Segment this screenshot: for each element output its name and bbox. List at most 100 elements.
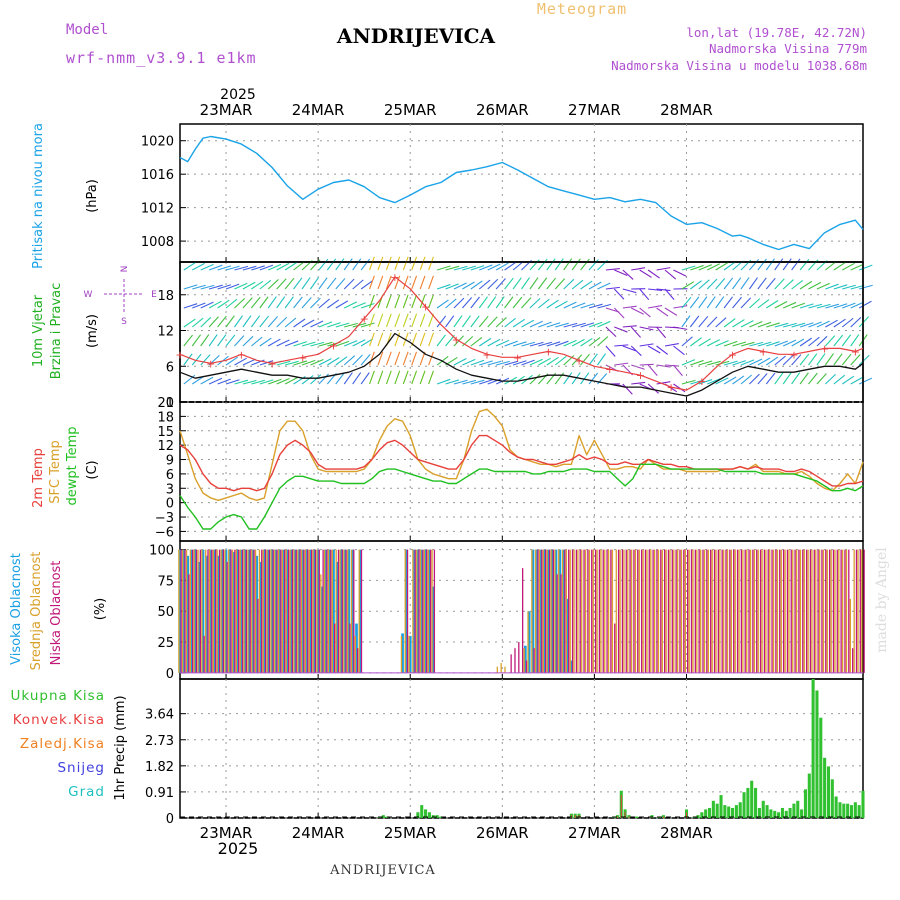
wind-arrow-259 [495,262,509,271]
wind-arrow-231 [462,265,477,271]
model-elevation-label: Nadmorska Visina u modelu 1038.68m [611,58,867,73]
wind-arrow-191 [411,294,418,309]
wind-arrow-96 [293,360,308,366]
wind-arrow-331 [580,303,595,309]
precip-bar-63 [420,805,424,818]
wind-arrow-264 [496,360,510,366]
precip-bar-64 [424,809,428,818]
wind-arrow-245 [479,264,493,271]
precip-bar-178 [861,790,865,818]
ytick-label-wind-3: 18 [157,289,174,304]
cloud-bar-0-47 [358,549,362,673]
wind-arrow-421 [690,280,702,290]
wind-arrow-468 [740,374,753,385]
top-date-24mar: 24MAR [292,101,345,119]
precip-bar-145 [734,805,738,818]
wind-arrow-326 [571,338,585,347]
wind-arrow-7 [192,262,205,271]
wind-arrow-field [183,256,873,395]
cloud-bar-0-21 [259,561,262,673]
cloud-bar-0-66 [431,586,435,673]
wind-arrow-216 [436,378,451,385]
cloud-bar-0-91 [527,611,531,673]
wind-arrow-24 [208,316,219,328]
precip-bar-53 [381,815,385,818]
wind-arrow-441 [715,262,728,271]
wind-arrow-184 [402,294,409,309]
wind-arrow-362 [614,362,629,366]
cloud-series-0 [178,549,573,673]
cloud-bar-0-93 [535,549,539,673]
wind-arrow-443 [715,296,725,309]
wind-arrow-456 [732,277,742,290]
wind-arrow-179 [394,332,401,347]
wind-arrow-547 [842,284,856,290]
wind-arrow-537 [824,353,834,366]
wind-arrow-249 [478,337,492,347]
precip-bar-147 [742,792,746,818]
wind-arrow-540 [833,284,848,290]
wind-arrow-566 [858,377,873,385]
cloud-bar-0-40 [332,549,335,673]
temp-ylabel-2: dewpt Temp [65,426,80,505]
wind-arrow-464 [740,297,752,309]
wind-arrow-561 [859,284,873,290]
wind-arrow-167 [377,370,384,385]
wind-arrow-506 [791,302,805,309]
wind-arrow-113 [318,277,328,290]
cloud-bar-0-90 [523,645,527,673]
wind-arrow-23 [208,300,222,309]
wind-arrow-161 [377,256,384,271]
cloud-bar-0-44 [347,549,351,673]
cloud-bar-0-96 [547,549,550,673]
wind-arrow-490 [774,258,784,271]
wind-arrow-315 [563,258,573,271]
wind-arrow-470 [748,277,758,290]
wind-arrow-35 [225,265,240,271]
cloud-bar-0-101 [566,598,569,673]
wind-arrow-148 [360,280,373,290]
wind-arrow-267 [504,277,514,290]
cloud-bar-0-38 [324,549,328,673]
cloud-bar-0-29 [289,549,293,673]
precip-bar-166 [815,690,819,818]
ytick-label-temperature-7: 15 [157,425,174,440]
wind-arrow-293 [529,374,541,385]
wind-arrow-418 [681,359,696,366]
wind-arrow-28 [217,265,232,271]
wind-arrow-268 [504,296,514,309]
wind-arrow-310 [554,300,568,309]
wind-arrow-107 [310,297,321,309]
wind-arrow-56 [251,265,265,271]
wind-arrow-339 [588,321,603,328]
wind-arrow-447 [715,377,729,385]
cloud-bar-0-95 [543,549,546,673]
precip-bar-164 [807,773,811,818]
wind-arrow-120 [326,277,337,290]
wind-arrow-147 [360,258,371,271]
panels: 23MAR 24MAR 25MAR 26MAR 27MAR 28MAR1008101210… [9,123,873,842]
ytick-label-clouds-2: 50 [157,605,174,620]
precip-bar-157 [780,807,784,818]
wind-arrow-529 [816,335,828,347]
wind-arrow-43 [234,282,248,290]
wind-arrow-149 [360,303,375,309]
wind-arrow-508 [791,338,805,347]
precip-bar-119 [635,816,639,818]
panel-clouds: 0 25 50 75 100 Visoka Oblacnost Srednja Oblacn… [9,540,865,682]
wind-arrow-404 [664,364,680,367]
wind-arrow-243 [470,359,485,366]
ytick-label-precipitation-1: 0.91 [145,786,174,801]
wind-arrow-173 [385,351,392,366]
wind-arrow-9 [192,302,206,309]
wind-arrow-538 [825,373,836,385]
wind-arrow-528 [816,320,830,328]
wind-arrow-336 [588,259,599,271]
wind-arrow-513 [799,303,814,309]
wind-arrow-88 [284,340,299,347]
wind-arrow-12 [191,353,202,366]
wind-arrow-289 [529,297,541,309]
wind-arrow-366 [622,305,637,309]
cloud-bar-0-9 [213,549,216,673]
cloud-bar-0-1 [182,549,186,673]
